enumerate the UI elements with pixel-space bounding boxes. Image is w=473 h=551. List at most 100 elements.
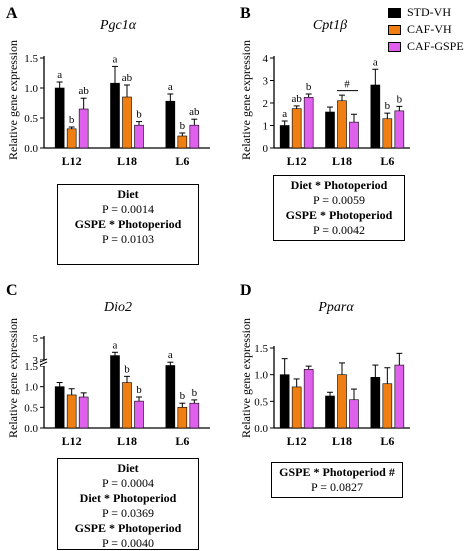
bar — [325, 395, 335, 429]
panel-a-stats-box: Diet P = 0.0014 GSPE * Photoperiod P = 0… — [57, 184, 199, 265]
significance-letter: b — [124, 363, 130, 375]
x-tick-label: L18 — [117, 434, 137, 448]
significance-letter: ab — [189, 106, 200, 118]
significance-letter: b — [397, 93, 403, 105]
significance-letter: b — [69, 114, 75, 126]
panel-c-title: Dio2 — [103, 300, 132, 315]
bar — [370, 84, 381, 149]
bar — [279, 125, 290, 149]
x-tick-label: L18 — [117, 154, 137, 168]
bar — [134, 400, 144, 429]
significance-letter: a — [168, 81, 173, 93]
panel-b-ylabel: Relative gene expression — [239, 40, 253, 160]
bar — [165, 365, 176, 429]
axis-break-mark — [39, 361, 48, 366]
significance-letter: a — [57, 69, 62, 81]
bar — [349, 399, 359, 429]
x-tick-label: L12 — [287, 434, 307, 448]
bar — [54, 87, 65, 149]
bar — [349, 121, 359, 149]
significance-letter: ab — [78, 85, 89, 97]
panel-b-stats-box: Diet * Photoperiod P = 0.0059 GSPE * Pho… — [273, 175, 405, 241]
x-tick-label: L6 — [380, 434, 394, 448]
bar — [110, 82, 120, 149]
stat-term: Diet * Photoperiod — [290, 178, 388, 192]
comparison-annotation: # — [344, 79, 350, 91]
bar — [279, 374, 290, 429]
y-tick-label: 1.5 — [24, 53, 38, 65]
bar — [122, 382, 132, 429]
legend-swatch — [388, 24, 401, 35]
y-tick-label: 1.0 — [254, 370, 268, 382]
panel-d-title: Pparα — [317, 300, 354, 315]
bar — [66, 128, 77, 149]
bar — [382, 118, 393, 149]
stat-term: GSPE * Photoperiod # — [279, 465, 395, 479]
y-tick-label: 1.5 — [24, 361, 38, 373]
legend-item-caf-vh: CAF-VH — [388, 21, 464, 38]
legend-label: CAF-VH — [407, 22, 452, 36]
y-tick-label: 0.0 — [24, 143, 38, 155]
panel-letter-d: D — [240, 282, 252, 299]
panel-d-plot: 0.0 0.5 1.0 1.5 L12 L18 L6 — [254, 343, 410, 448]
significance-letter: ab — [291, 93, 302, 105]
bar — [291, 386, 302, 429]
bar — [189, 402, 200, 429]
stat-p-value: P = 0.0369 — [102, 506, 154, 520]
stat-p-value: P = 0.0827 — [311, 480, 363, 494]
panel-a-title: Pgc1α — [99, 18, 137, 33]
legend-label: STD-VH — [407, 5, 451, 19]
significance-letter: a — [168, 349, 173, 361]
y-tick-label: 4 — [263, 53, 269, 65]
y-tick-label: 2 — [263, 98, 269, 110]
panel-c-ylabel: Relative gene expression — [6, 318, 20, 438]
significance-letter: b — [180, 390, 186, 402]
x-tick-label: L18 — [332, 434, 352, 448]
y-tick-label: 3 — [33, 355, 39, 367]
bar — [370, 377, 381, 429]
bar — [291, 108, 302, 149]
bar — [394, 364, 405, 429]
stat-term: GSPE * Photoperiod — [74, 217, 182, 231]
stat-term: Diet — [117, 461, 139, 475]
panel-letter-a: A — [6, 5, 18, 22]
bar — [189, 124, 200, 149]
panel-a-ylabel: Relative gene expression — [6, 40, 20, 160]
stat-p-value: P = 0.0014 — [102, 202, 154, 216]
stat-term: Diet — [117, 187, 139, 201]
bar — [134, 124, 144, 149]
bar — [382, 383, 393, 429]
legend-item-caf-gspe: CAF-GSPE — [388, 38, 464, 55]
x-tick-label: L6 — [175, 154, 189, 168]
bar — [78, 396, 89, 429]
y-tick-label: 0.5 — [24, 113, 38, 125]
significance-letter: b — [306, 81, 312, 93]
stat-term: Diet * Photoperiod — [79, 491, 177, 505]
x-tick-label: L18 — [332, 154, 352, 168]
bar — [303, 369, 314, 429]
y-tick-label: 1.0 — [24, 382, 38, 394]
stat-term: GSPE * Photoperiod — [285, 208, 393, 222]
bar — [165, 100, 176, 149]
stat-p-value: P = 0.0103 — [102, 232, 154, 246]
legend-label: CAF-GSPE — [407, 39, 464, 53]
significance-letter: a — [373, 56, 378, 68]
y-tick-label: 0.0 — [24, 423, 38, 435]
y-tick-label: 1.0 — [24, 83, 38, 95]
significance-letter: a — [113, 53, 118, 65]
bar — [177, 135, 188, 149]
y-tick-label: 0.0 — [254, 423, 268, 435]
significance-letter: ab — [122, 72, 133, 84]
bar — [66, 394, 77, 429]
panel-d-ylabel: Relative gene expression — [239, 318, 253, 438]
bar — [303, 97, 314, 149]
significance-letter: a — [282, 108, 287, 120]
y-tick-label: 1.5 — [254, 343, 268, 355]
y-tick-label: 0.5 — [254, 396, 268, 408]
bar — [394, 110, 405, 149]
significance-letter: b — [136, 384, 142, 396]
x-tick-label: L12 — [62, 154, 82, 168]
